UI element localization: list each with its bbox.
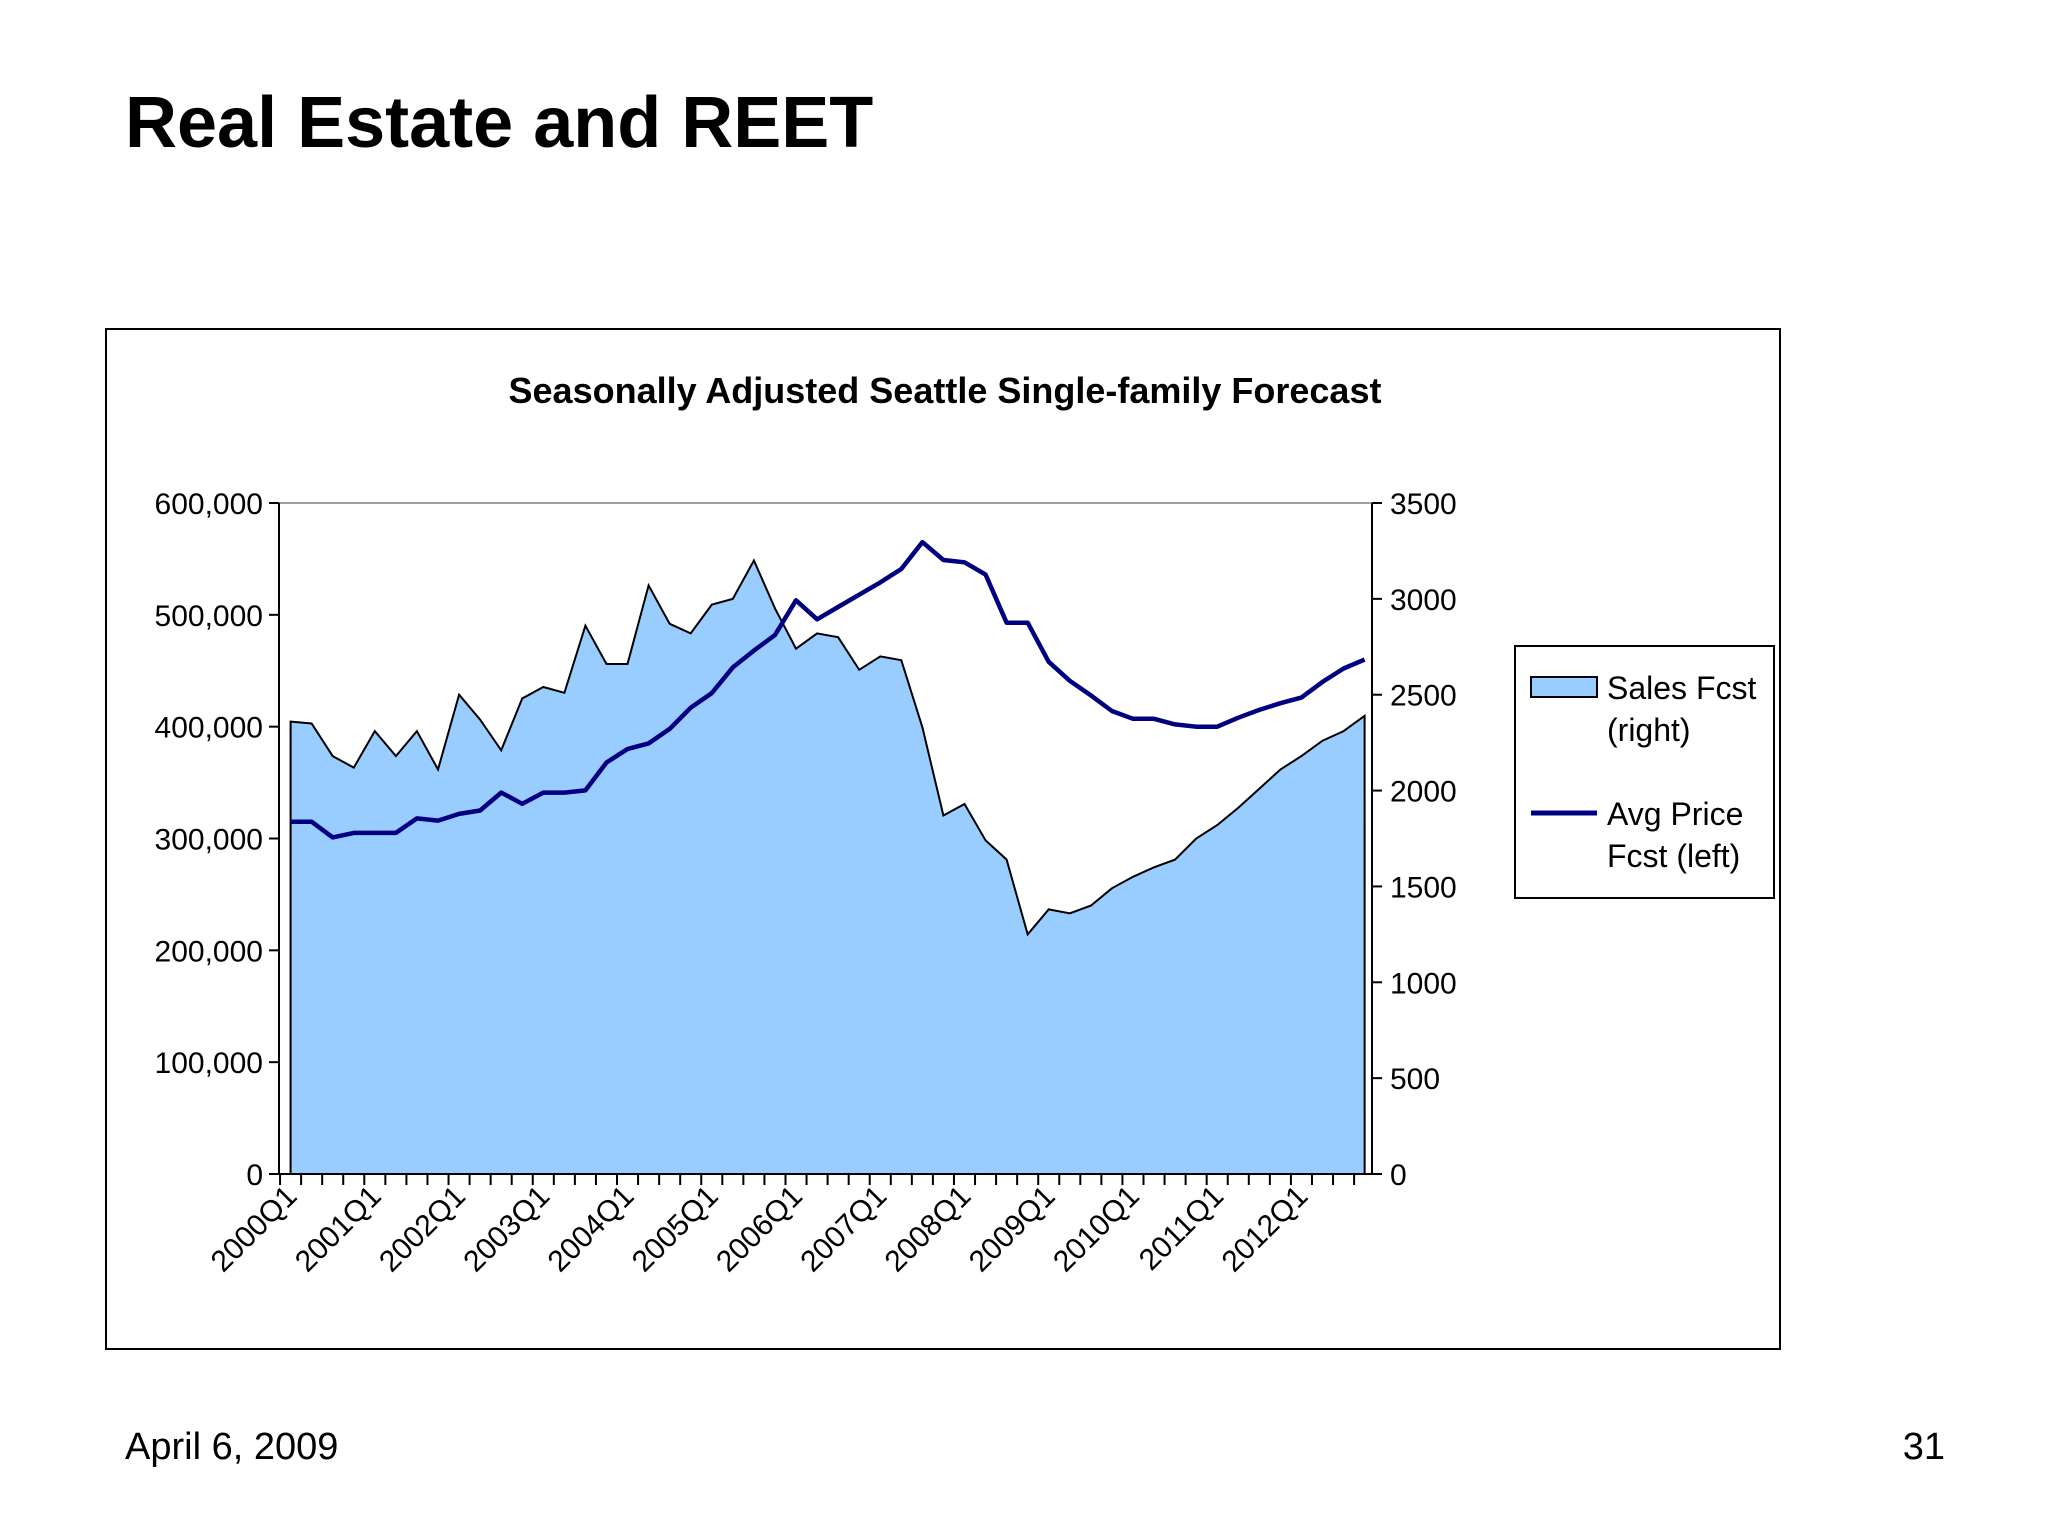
x-tick-label: 2000Q1 (205, 1180, 304, 1279)
left-y-tick-label: 0 (246, 1159, 263, 1192)
legend-price-label-line1: Avg Price (1607, 796, 1743, 832)
left-y-tick-label: 100,000 (155, 1047, 263, 1080)
legend-sales-swatch (1530, 676, 1598, 698)
legend-sales-label-line1: Sales Fcst (1607, 670, 1756, 706)
page-number: 31 (1902, 1426, 1945, 1468)
left-y-tick-label: 600,000 (155, 488, 263, 521)
x-tick-label: 2001Q1 (289, 1180, 388, 1279)
x-tick-label: 2008Q1 (879, 1180, 978, 1279)
left-y-tick-label: 500,000 (155, 600, 263, 633)
right-y-tick-label: 2500 (1390, 680, 1457, 713)
x-tick-label: 2002Q1 (373, 1180, 472, 1279)
sales-fcst-area (289, 558, 1366, 1175)
x-tick-label: 2009Q1 (963, 1180, 1062, 1279)
left-y-tick-label: 400,000 (155, 712, 263, 745)
right-y-tick-label: 0 (1390, 1159, 1407, 1192)
x-tick-label: 2003Q1 (457, 1180, 556, 1279)
footer-date: April 6, 2009 (125, 1426, 339, 1468)
x-tick-label: 2007Q1 (794, 1180, 893, 1279)
x-tick-label: 2006Q1 (710, 1180, 809, 1279)
legend-sales-label-line2: (right) (1607, 712, 1691, 748)
right-y-tick-label: 2000 (1390, 776, 1457, 809)
x-tick-label: 2004Q1 (542, 1180, 641, 1279)
x-tick-label: 2011Q1 (1133, 1180, 1230, 1277)
legend-price-label-line2: Fcst (left) (1607, 838, 1740, 874)
chart-title: Seasonally Adjusted Seattle Single-famil… (509, 370, 1382, 411)
avg-price-fcst-line (290, 539, 1366, 840)
left-y-tick-label: 200,000 (155, 935, 263, 968)
right-y-tick-label: 500 (1390, 1063, 1440, 1096)
right-y-tick-label: 1500 (1390, 871, 1457, 904)
left-y-tick-label: 300,000 (155, 824, 263, 857)
right-y-tick-label: 3500 (1390, 488, 1457, 521)
x-tick-label: 2010Q1 (1047, 1180, 1146, 1279)
x-tick-label: 2005Q1 (626, 1180, 725, 1279)
right-y-tick-label: 3000 (1390, 584, 1457, 617)
right-y-tick-label: 1000 (1390, 967, 1457, 1000)
x-tick-label: 2012Q1 (1216, 1180, 1315, 1279)
slide-title: Real Estate and REET (125, 83, 874, 163)
